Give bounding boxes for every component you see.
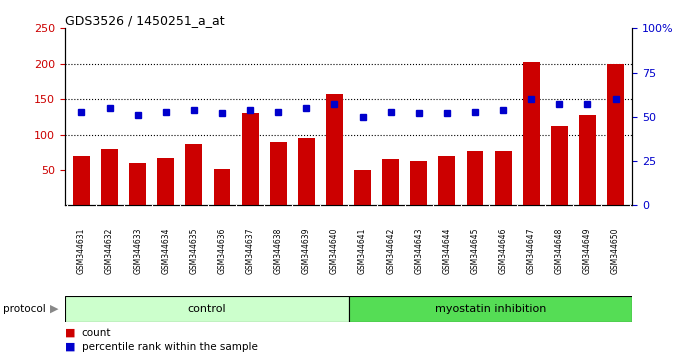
Bar <box>101 149 118 205</box>
Text: protocol: protocol <box>3 304 46 314</box>
Text: myostatin inhibition: myostatin inhibition <box>435 304 546 314</box>
Bar <box>157 158 174 205</box>
Bar <box>410 161 427 205</box>
Bar <box>494 151 511 205</box>
Text: GSM344642: GSM344642 <box>386 227 395 274</box>
Bar <box>326 94 343 205</box>
Text: percentile rank within the sample: percentile rank within the sample <box>82 342 258 352</box>
Text: GSM344637: GSM344637 <box>245 227 254 274</box>
Text: GSM344645: GSM344645 <box>471 227 479 274</box>
Bar <box>439 156 456 205</box>
Bar <box>73 156 90 205</box>
Bar <box>214 169 231 205</box>
Bar <box>241 113 258 205</box>
Text: ■: ■ <box>65 328 75 338</box>
Text: GSM344632: GSM344632 <box>105 227 114 274</box>
Text: GSM344640: GSM344640 <box>330 227 339 274</box>
Bar <box>466 151 483 205</box>
Bar <box>607 64 624 205</box>
Text: ■: ■ <box>65 342 75 352</box>
Bar <box>186 144 203 205</box>
Bar <box>65 296 348 322</box>
Text: GSM344647: GSM344647 <box>527 227 536 274</box>
Text: GSM344636: GSM344636 <box>218 227 226 274</box>
Text: GSM344631: GSM344631 <box>77 227 86 274</box>
Text: GSM344643: GSM344643 <box>414 227 423 274</box>
Text: GSM344633: GSM344633 <box>133 227 142 274</box>
Text: GSM344650: GSM344650 <box>611 227 620 274</box>
Text: control: control <box>187 304 226 314</box>
Text: GDS3526 / 1450251_a_at: GDS3526 / 1450251_a_at <box>65 14 224 27</box>
Text: GSM344639: GSM344639 <box>302 227 311 274</box>
Bar <box>523 62 540 205</box>
Text: count: count <box>82 328 111 338</box>
Bar <box>382 159 399 205</box>
Text: ▶: ▶ <box>50 304 58 314</box>
Text: GSM344646: GSM344646 <box>498 227 507 274</box>
Text: GSM344641: GSM344641 <box>358 227 367 274</box>
Bar <box>270 142 287 205</box>
Text: GSM344649: GSM344649 <box>583 227 592 274</box>
Bar <box>579 115 596 205</box>
Text: GSM344644: GSM344644 <box>443 227 452 274</box>
Bar <box>354 170 371 205</box>
Bar <box>551 126 568 205</box>
Bar <box>298 138 315 205</box>
Text: GSM344635: GSM344635 <box>190 227 199 274</box>
Bar <box>129 163 146 205</box>
Bar <box>348 296 632 322</box>
Text: GSM344634: GSM344634 <box>161 227 170 274</box>
Text: GSM344638: GSM344638 <box>274 227 283 274</box>
Text: GSM344648: GSM344648 <box>555 227 564 274</box>
